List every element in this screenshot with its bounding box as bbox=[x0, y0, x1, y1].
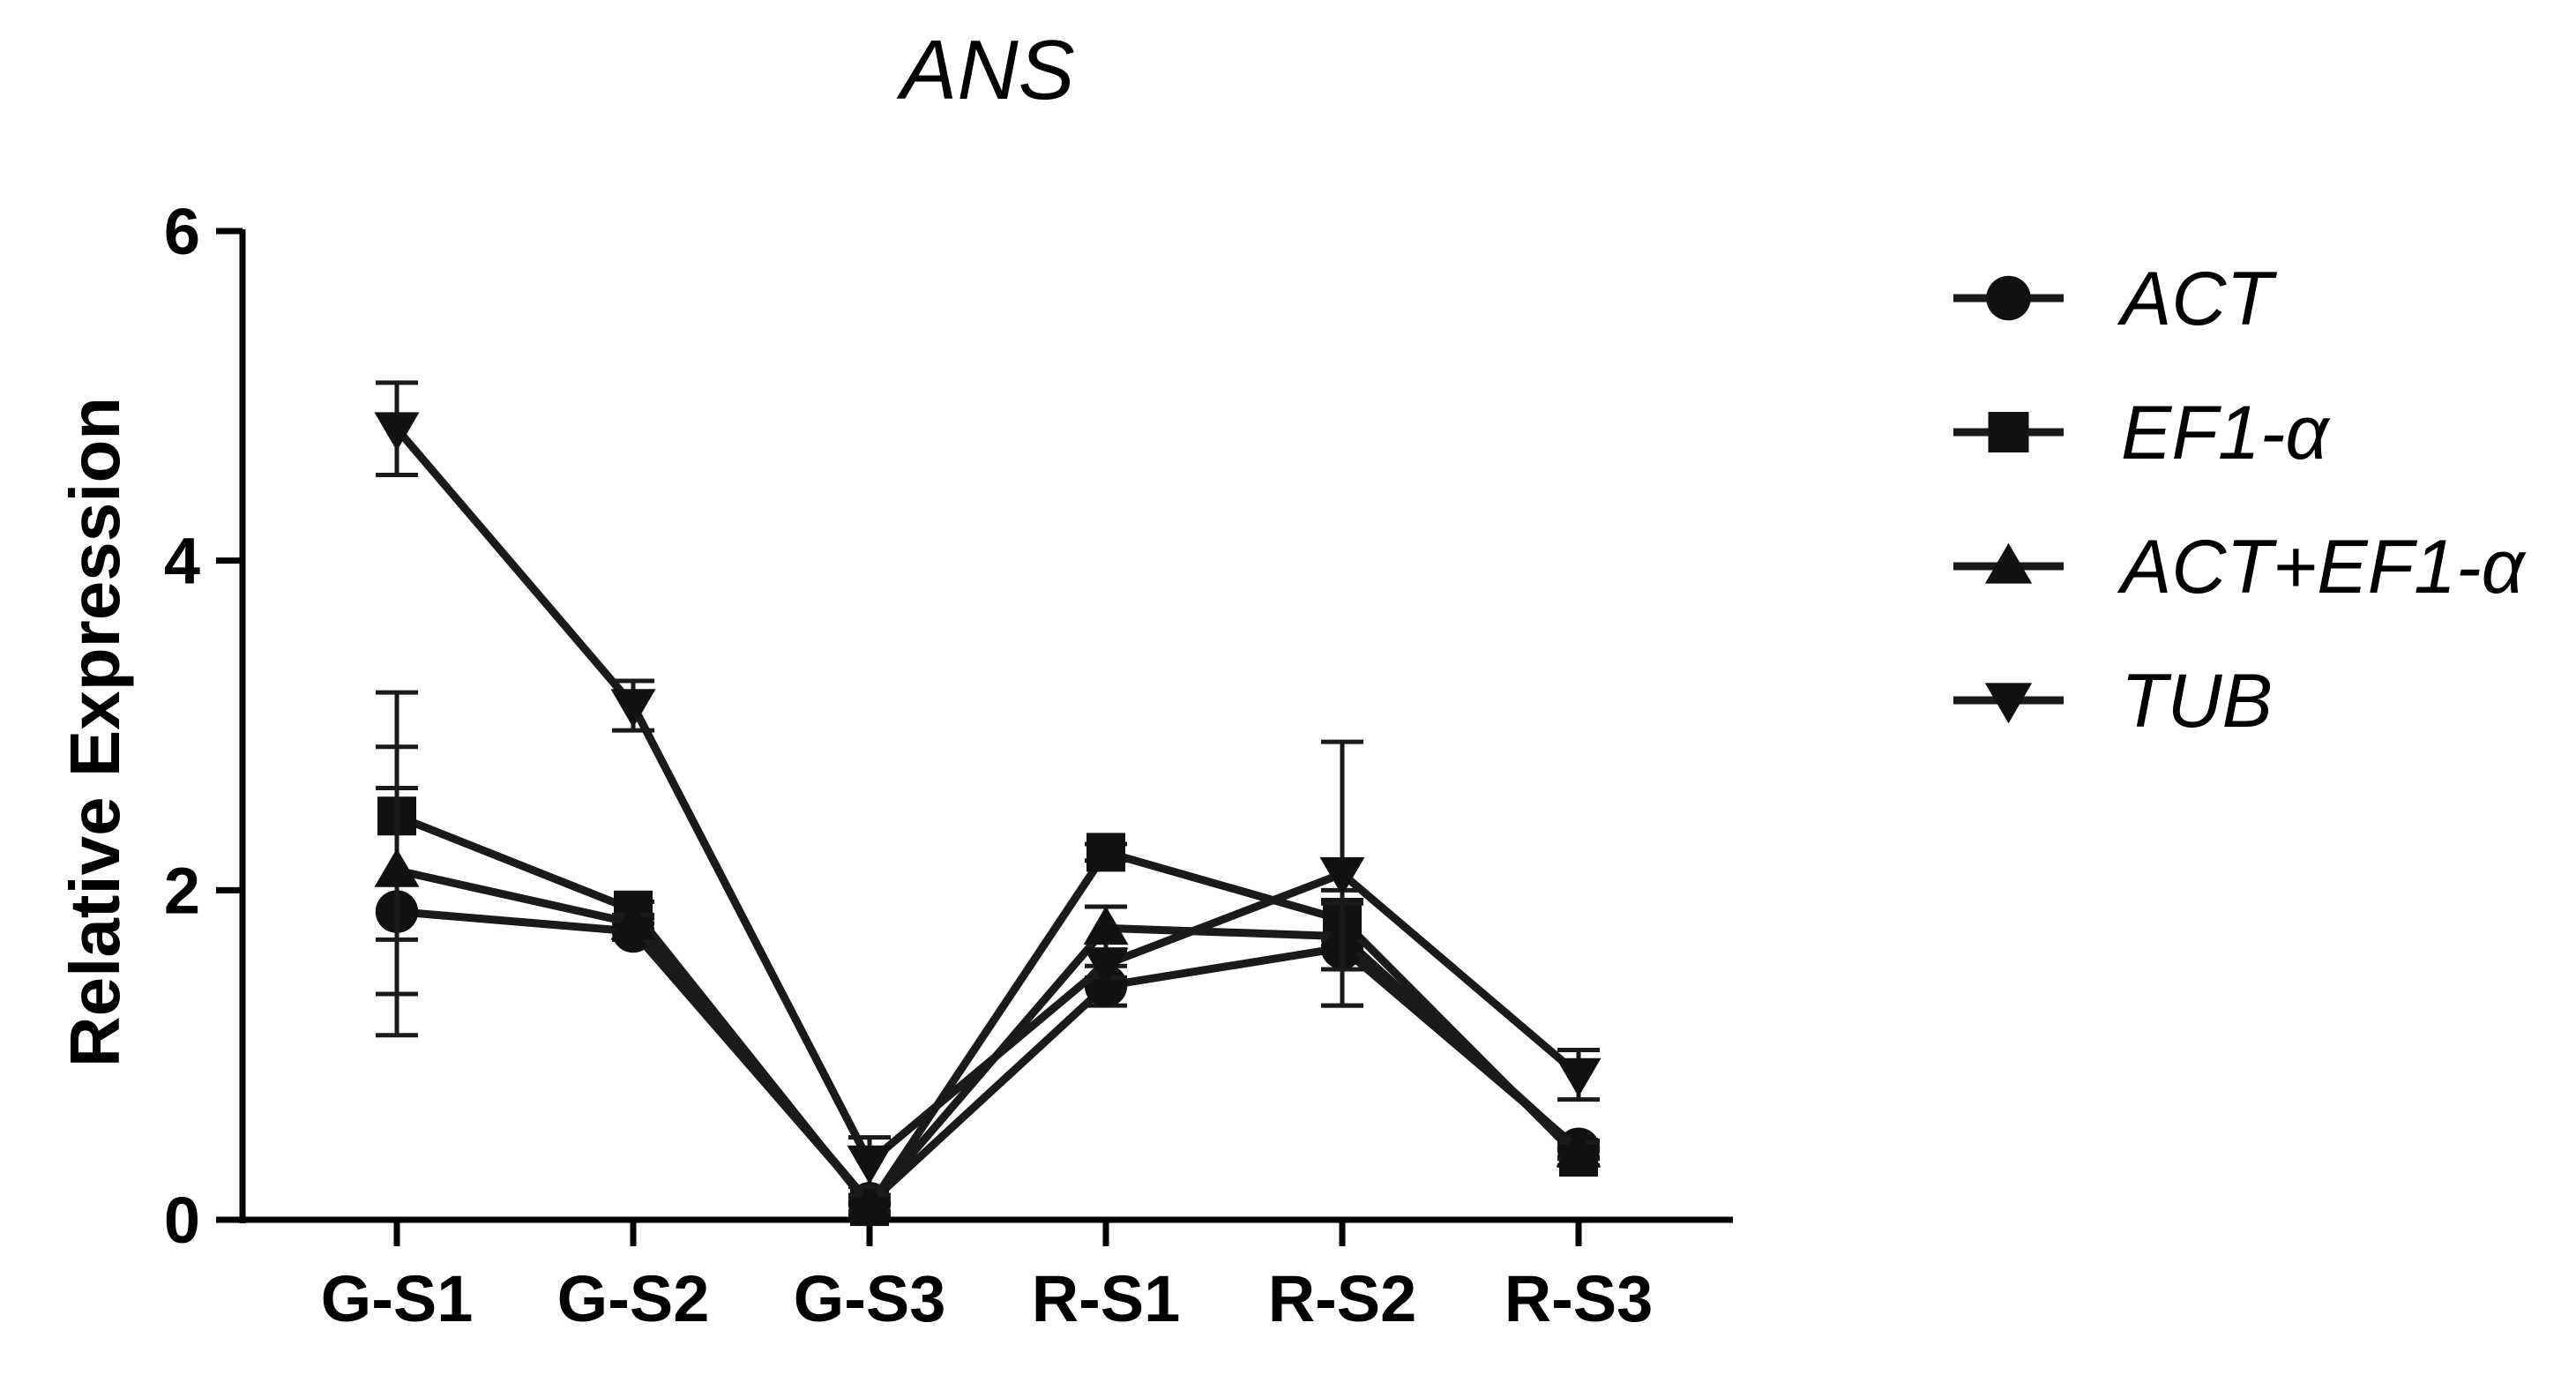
series-layer bbox=[374, 380, 1602, 1227]
y-tick-label: 4 bbox=[164, 525, 200, 598]
x-tick-label: R-S1 bbox=[1032, 1262, 1181, 1335]
legend-item: EF1-α bbox=[1953, 391, 2331, 475]
legend-marker bbox=[1986, 275, 2031, 321]
data-point bbox=[610, 689, 656, 729]
legend-label: EF1-α bbox=[2121, 391, 2331, 475]
data-point bbox=[1083, 947, 1129, 987]
legend-label: ACT+EF1-α bbox=[2117, 525, 2527, 609]
series-line bbox=[393, 426, 1581, 1167]
x-tick-label: R-S3 bbox=[1505, 1262, 1654, 1335]
chart-title: ANS bbox=[896, 23, 1074, 117]
legend-marker bbox=[1988, 412, 2029, 452]
series-square bbox=[376, 690, 1600, 1227]
y-tick-label: 0 bbox=[164, 1184, 200, 1257]
data-point bbox=[610, 900, 656, 940]
legend-label: TUB bbox=[2121, 659, 2273, 744]
legend-item: ACT+EF1-α bbox=[1953, 525, 2527, 609]
x-tick-label: G-S3 bbox=[794, 1262, 946, 1335]
series-triangle-up bbox=[374, 744, 1602, 1221]
data-point bbox=[374, 412, 420, 452]
data-point bbox=[1556, 1128, 1602, 1168]
y-tick-label: 6 bbox=[164, 195, 200, 268]
data-point bbox=[847, 1181, 892, 1221]
x-tick-label: G-S2 bbox=[557, 1262, 710, 1335]
data-point bbox=[1086, 833, 1125, 872]
legend-label: ACT bbox=[2117, 257, 2277, 341]
y-tick-label: 2 bbox=[164, 854, 200, 927]
y-axis-label: Relative Expression bbox=[56, 397, 134, 1067]
series-line bbox=[395, 812, 1582, 1211]
x-tick-label: R-S2 bbox=[1268, 1262, 1417, 1335]
series-triangle-down bbox=[374, 380, 1602, 1190]
data-point bbox=[374, 848, 420, 887]
data-point bbox=[1319, 856, 1365, 896]
legend-marker bbox=[1984, 683, 2033, 724]
data-point bbox=[1083, 906, 1129, 945]
axes: 0 2 4 6 G-S1 G-S2 G-S3 R-S1 R-S2 R-S3 bbox=[164, 195, 1733, 1335]
legend: ACT EF1-α ACT+EF1-α TUB bbox=[1953, 257, 2527, 744]
legend-marker bbox=[1984, 542, 2033, 584]
x-tick-label: G-S1 bbox=[321, 1262, 474, 1335]
legend-item: ACT bbox=[1953, 257, 2277, 341]
data-point bbox=[847, 1145, 892, 1184]
data-point bbox=[1556, 1057, 1602, 1097]
legend-item: TUB bbox=[1953, 659, 2273, 744]
series-line bbox=[396, 908, 1581, 1207]
